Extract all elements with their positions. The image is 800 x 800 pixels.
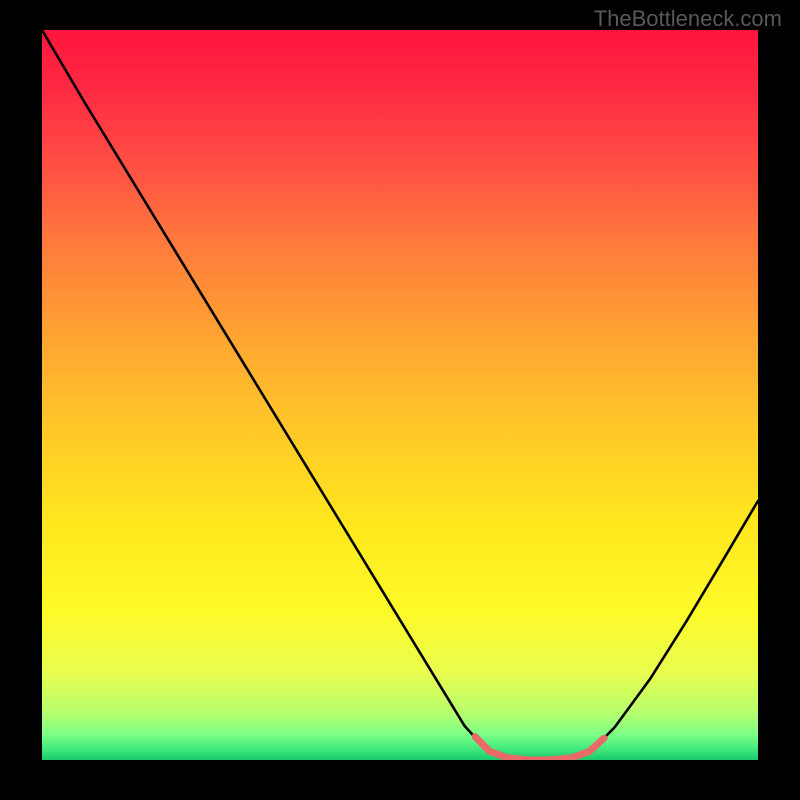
chart-background [42, 30, 758, 760]
bottleneck-chart [42, 30, 758, 760]
source-label: TheBottleneck.com [594, 6, 782, 32]
chart-svg [42, 30, 758, 760]
